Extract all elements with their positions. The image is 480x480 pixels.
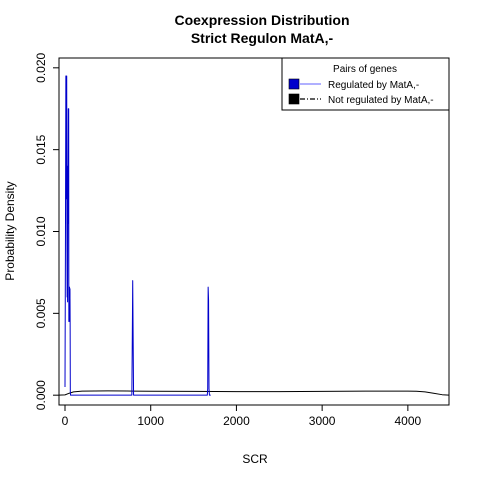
- legend-swatch-regulated: [288, 78, 300, 90]
- y-tick-label: 0.010: [34, 216, 48, 246]
- y-tick-label: 0.005: [34, 298, 48, 328]
- y-tick-label: 0.000: [34, 380, 48, 410]
- legend: Pairs of genes Regulated by MatA,- Not r…: [281, 57, 450, 111]
- series-layer: [58, 75, 450, 396]
- series-line-not-regulated: [58, 390, 450, 396]
- legend-swatch-not-regulated: [288, 93, 300, 105]
- y-tick-label: 0.020: [34, 52, 48, 82]
- legend-label-not-regulated: Not regulated by MatA,-: [328, 95, 434, 106]
- y-tick-label: 0.015: [34, 134, 48, 164]
- y-axis: 0.000 0.005 0.010 0.015 0.020: [34, 52, 59, 410]
- legend-label-regulated: Regulated by MatA,-: [328, 80, 419, 91]
- x-axis: 0 1000 2000 3000 4000: [62, 405, 422, 428]
- chart-title: Coexpression Distribution: [174, 12, 349, 28]
- chart-subtitle: Strict Regulon MatA,-: [191, 30, 334, 46]
- series-line-regulated: [64, 75, 211, 396]
- legend-title: Pairs of genes: [333, 64, 397, 75]
- x-tick-label: 3000: [309, 414, 336, 428]
- x-tick-label: 1000: [137, 414, 164, 428]
- x-tick-label: 0: [62, 414, 69, 428]
- x-axis-label: SCR: [242, 452, 268, 466]
- y-axis-label: Probability Density: [3, 181, 17, 280]
- x-tick-label: 2000: [223, 414, 250, 428]
- x-tick-label: 4000: [395, 414, 422, 428]
